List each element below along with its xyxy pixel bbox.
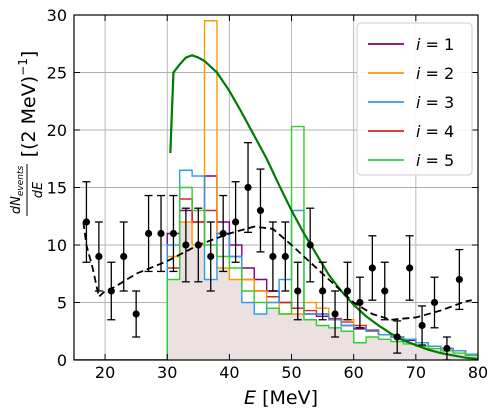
shared-histogram-fill [74,222,478,360]
legend: i = 1i = 2i = 3i = 4i = 5 [356,22,473,176]
legend-label-value: = 4 [420,122,454,141]
histogram-i5 [74,125,478,360]
legend-label-value: = 1 [420,35,454,54]
x-axis-title: E [MeV] [244,387,318,409]
data-point [343,287,352,295]
legend-label: i = 3 [416,93,454,112]
data-point [319,287,327,295]
legend-label: i = 5 [416,151,454,170]
data-point [219,229,227,238]
y-tick-label: 25 [47,64,67,83]
svg-text:dNevents: dNevents [9,166,26,215]
legend-label-value: = 3 [420,93,454,112]
x-tick-label: 30 [157,363,177,382]
data-point [393,333,401,341]
data-point [169,229,178,238]
y-tick-label: 5 [57,294,67,313]
x-tick-label: 60 [344,363,364,382]
data-point [281,252,289,261]
data-point [294,287,302,295]
data-point [95,252,103,261]
data-point [244,183,252,192]
data-point [368,264,376,272]
data-point [194,241,202,249]
data-point [331,310,339,318]
data-point [256,206,265,215]
axes: 20 30 40 50 60 70 80 0 5 10 15 20 25 30 [47,6,489,382]
data-point [232,218,240,226]
x-tick-label: 70 [406,363,426,382]
data-point [107,287,115,295]
data-point [430,298,439,307]
data-point [132,310,140,318]
data-point [406,264,414,272]
legend-label-value: = 2 [420,64,454,83]
legend-label: i = 4 [416,122,454,141]
svg-text:[(2 MeV)−1]: [(2 MeV)−1] [16,51,40,158]
data-point [144,229,153,238]
dashed-model-curve [82,221,472,321]
legend-label: i = 1 [416,35,454,54]
data-point [443,344,451,353]
legend-frame [356,22,473,176]
x-tick-label: 40 [219,363,239,382]
x-tick-label: 20 [95,363,115,382]
data-point [455,275,463,284]
data-point [207,252,215,261]
y-tick-label: 20 [47,121,67,140]
legend-label-var: i [416,64,421,83]
data-point [82,218,91,226]
data-point [381,287,389,295]
legend-label-var: i [416,122,421,141]
y-axis-title: dNevents dE [(2 MeV)−1] [9,51,46,216]
y-tick-label: 15 [47,179,67,198]
data-points [82,141,464,360]
legend-label: i = 2 [416,64,454,83]
data-point [157,229,165,238]
y-tick-label: 10 [47,236,67,255]
data-point [356,298,364,307]
y-tick-label: 0 [57,351,67,370]
data-point [418,321,426,330]
legend-label-var: i [416,93,421,112]
legend-label-var: i [416,35,421,54]
data-point [269,252,277,261]
x-tick-label: 80 [468,363,488,382]
legend-label-var: i [416,151,421,170]
data-point [120,252,128,261]
data-point [306,241,314,249]
svg-text:dE: dE [31,181,46,198]
legend-label-value: = 5 [420,151,454,170]
data-layer [74,20,478,360]
x-tick-label: 50 [281,363,301,382]
y-tick-label: 30 [47,6,67,25]
data-point [182,241,190,249]
green-model-curve [169,54,478,360]
